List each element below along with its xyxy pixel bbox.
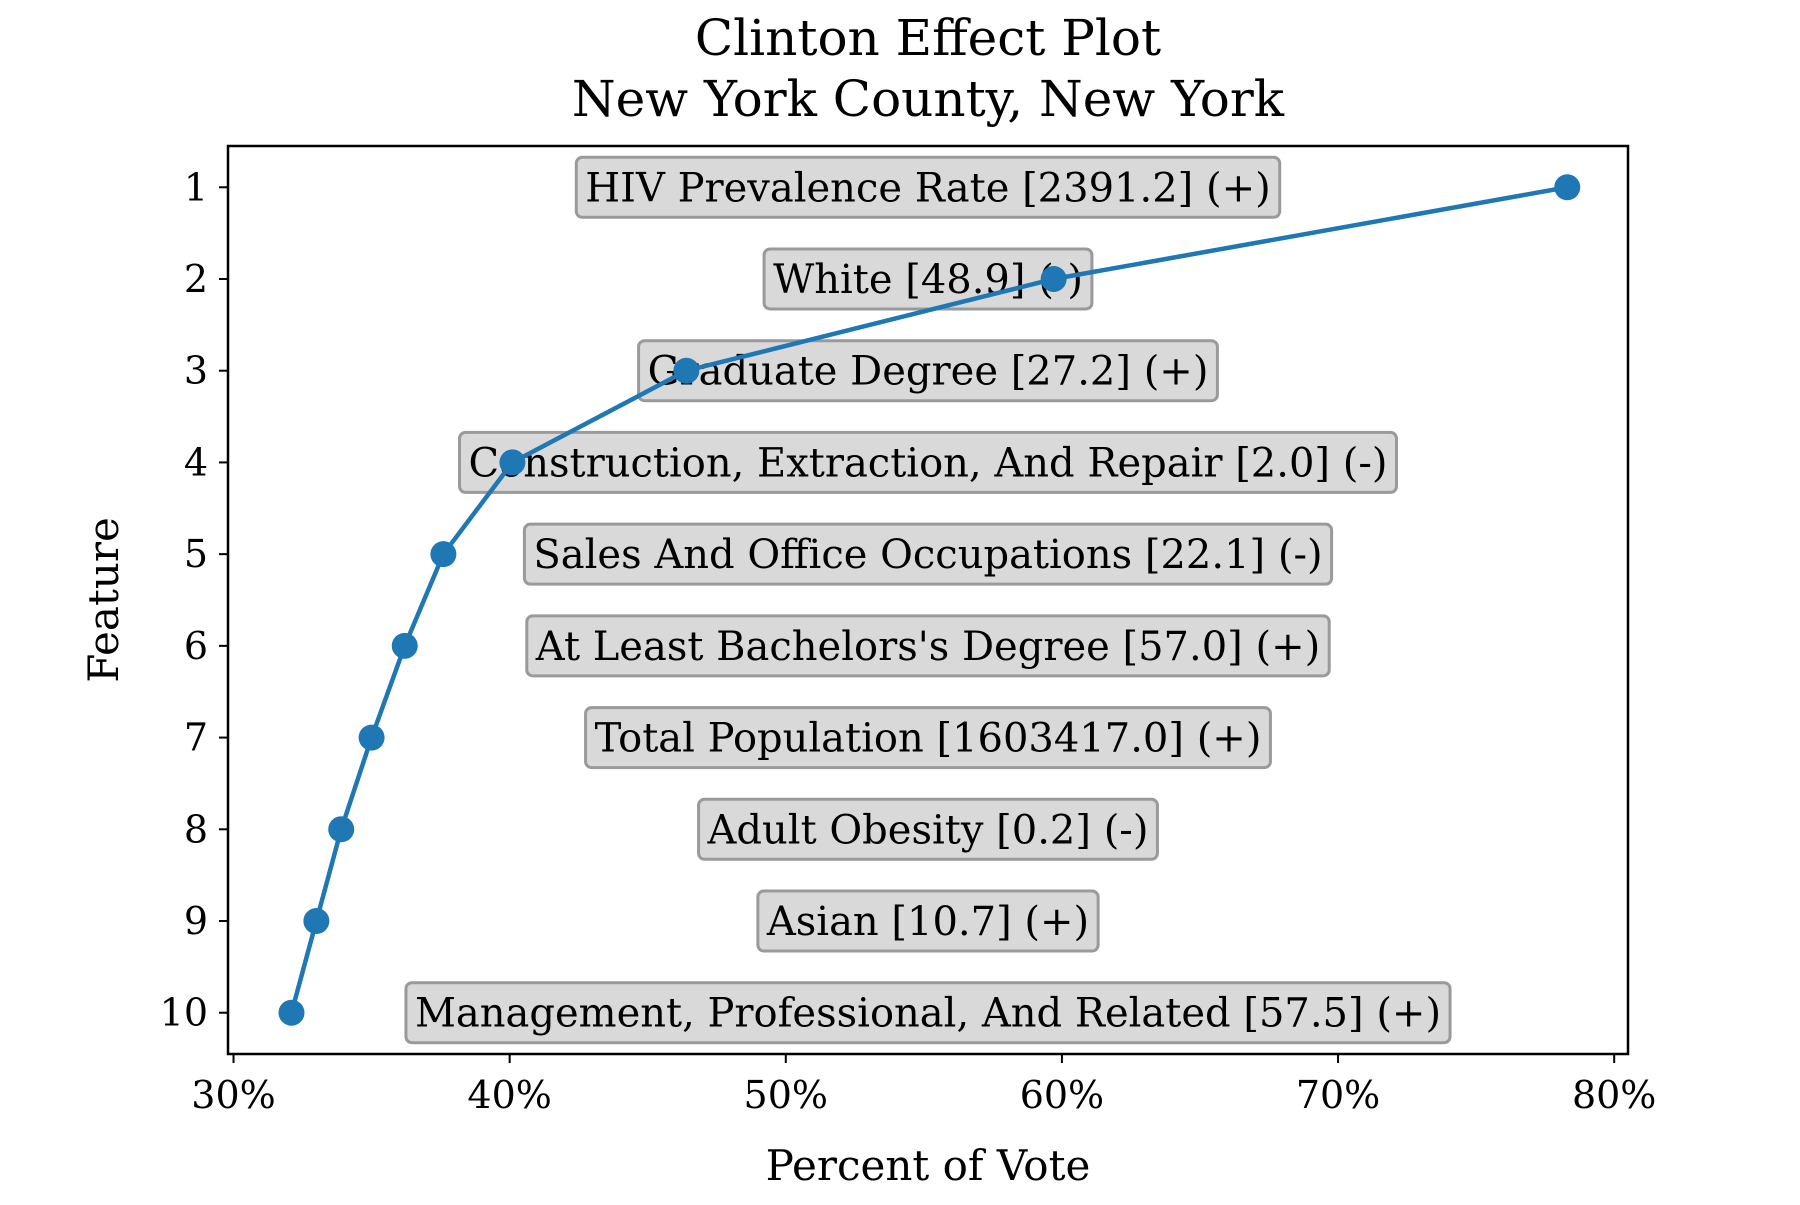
feature-annotation-box	[756, 889, 1100, 953]
y-tick-label: 10	[160, 991, 208, 1035]
feature-annotation-box	[697, 797, 1159, 861]
feature-annotation: Adult Obesity [0.2] (-)	[697, 797, 1159, 861]
feature-annotation: White [48.9] (-)	[762, 247, 1094, 311]
y-tick-label: 7	[184, 716, 208, 760]
feature-annotation: Sales And Office Occupations [22.1] (-)	[522, 522, 1334, 586]
feature-annotation: Construction, Extraction, And Repair [2.…	[458, 430, 1398, 494]
x-axis-label: Percent of Vote	[766, 1141, 1091, 1190]
y-tick-label: 8	[184, 807, 208, 851]
y-tick-label: 2	[184, 257, 208, 301]
feature-annotations: HIV Prevalence Rate [2391.2] (+) White [4…	[404, 155, 1452, 1045]
y-axis-label: Feature	[79, 517, 128, 683]
y-tick-label: 1	[184, 165, 208, 209]
feature-annotation: HIV Prevalence Rate [2391.2] (+)	[574, 155, 1282, 219]
data-point	[358, 724, 385, 751]
x-tick-label: 60%	[1020, 1073, 1104, 1117]
feature-annotation-box	[574, 155, 1282, 219]
feature-annotation-label: Sales And Office Occupations [22.1] (-)	[533, 532, 1322, 578]
x-tick-label: 30%	[191, 1073, 275, 1117]
data-point	[1554, 174, 1581, 201]
data-point	[391, 632, 418, 659]
feature-annotation-box	[404, 981, 1452, 1045]
series-line	[289, 185, 1568, 1014]
axes: 30% 40% 50% 60% 70% 80% 1 2 3 4 5 6 7 8 9 10	[160, 144, 1656, 1117]
feature-annotation-box	[525, 614, 1331, 678]
plot-frame	[226, 144, 1630, 1056]
feature-annotation-label: Asian [10.7] (+)	[766, 899, 1089, 945]
feature-annotation-label: Management, Professional, And Related [5…	[415, 991, 1441, 1037]
feature-annotation: Total Population [1603417.0] (+)	[584, 706, 1272, 770]
feature-annotation-box	[458, 430, 1398, 494]
feature-annotation-label: Adult Obesity [0.2] (-)	[707, 807, 1149, 853]
y-tick-label: 5	[184, 532, 208, 576]
data-point	[673, 357, 700, 384]
data-point	[278, 999, 305, 1026]
feature-annotation-box	[637, 339, 1219, 403]
feature-annotation-label: Construction, Extraction, And Repair [2.…	[469, 440, 1388, 486]
chart-title: Clinton Effect Plot	[695, 9, 1161, 67]
data-point	[499, 449, 526, 476]
x-tick-label: 70%	[1296, 1073, 1380, 1117]
feature-annotation-label: At Least Bachelors's Degree [57.0] (+)	[535, 624, 1320, 670]
x-tick-label: 40%	[467, 1073, 551, 1117]
feature-annotation-box	[584, 706, 1272, 770]
feature-annotation: Management, Professional, And Related [5…	[404, 981, 1452, 1045]
feature-annotation-label: Total Population [1603417.0] (+)	[595, 716, 1262, 762]
data-point	[430, 541, 457, 568]
feature-annotation-label: Graduate Degree [27.2] (+)	[648, 349, 1209, 395]
y-tick-label: 4	[184, 440, 208, 484]
y-tick-label: 6	[184, 624, 208, 668]
y-tick-label: 3	[184, 349, 208, 393]
chart-subtitle: New York County, New York	[572, 70, 1285, 128]
feature-annotation: Graduate Degree [27.2] (+)	[637, 339, 1219, 403]
feature-annotation: Asian [10.7] (+)	[756, 889, 1100, 953]
x-tick-label: 80%	[1572, 1073, 1656, 1117]
feature-annotation: At Least Bachelors's Degree [57.0] (+)	[525, 614, 1331, 678]
x-tick-label: 50%	[744, 1073, 828, 1117]
data-point	[303, 908, 330, 935]
feature-annotation-label: HIV Prevalence Rate [2391.2] (+)	[585, 165, 1270, 211]
series-layer	[278, 174, 1581, 1026]
feature-annotation-label: White [48.9] (-)	[773, 257, 1083, 303]
data-point	[1040, 265, 1067, 292]
y-tick-label: 9	[184, 899, 208, 943]
feature-annotation-box	[522, 522, 1334, 586]
data-point	[328, 816, 355, 843]
